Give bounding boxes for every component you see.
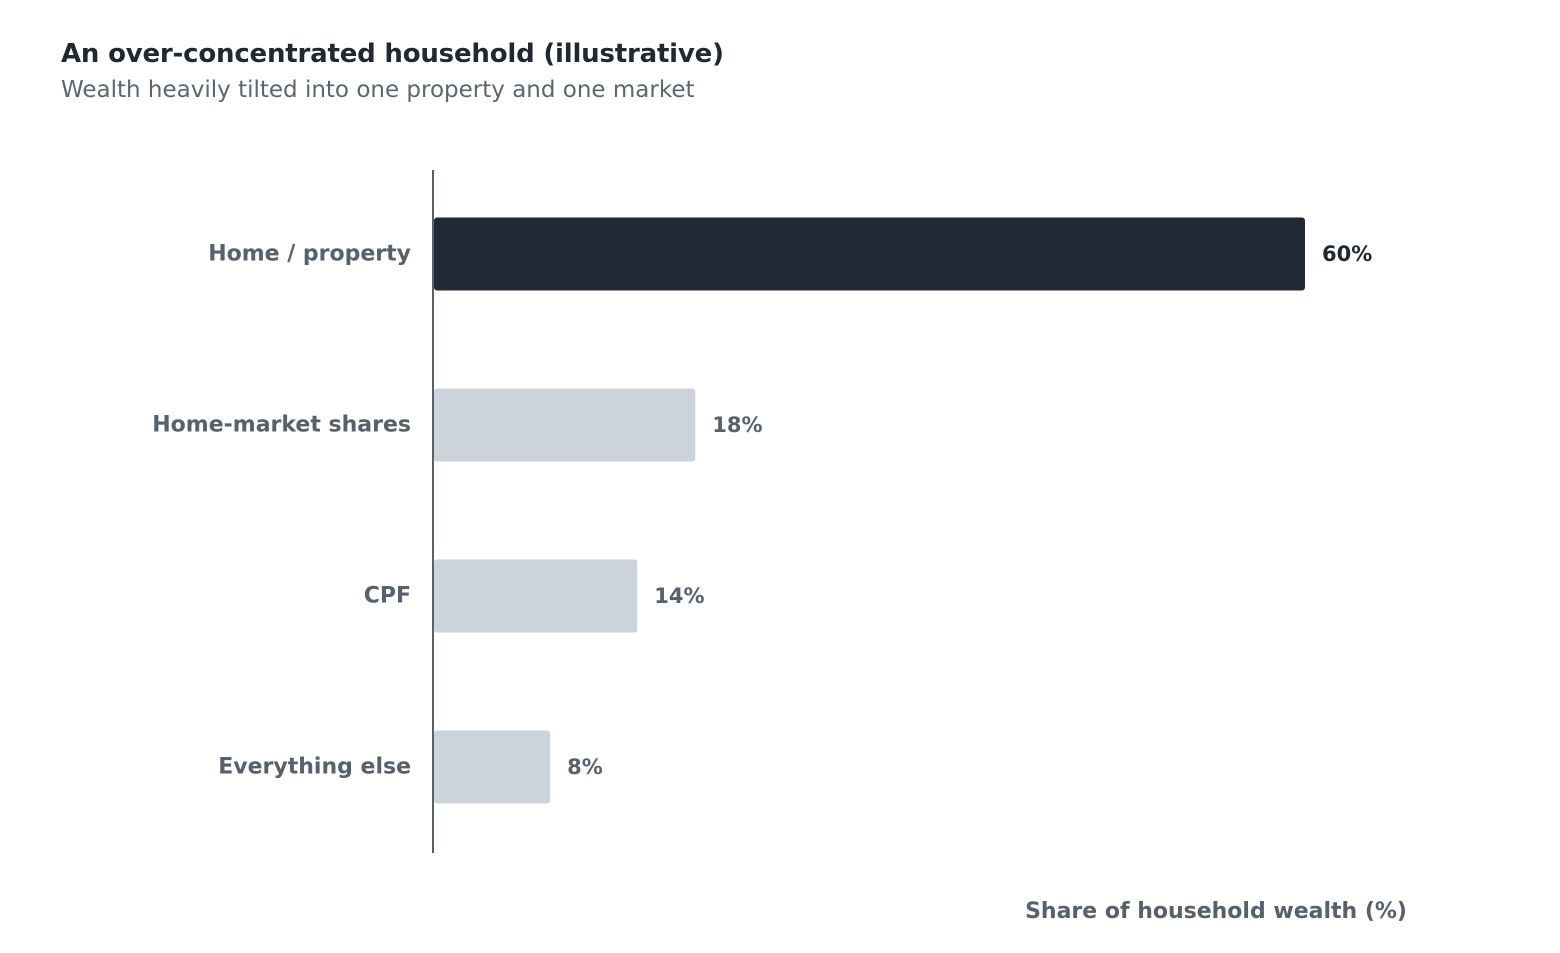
bar-1	[434, 388, 696, 462]
category-label-2: CPF	[364, 584, 411, 609]
x-axis-title: Share of household wealth (%)	[1025, 899, 1407, 924]
category-label-1: Home-market shares	[152, 413, 411, 438]
value-label-2: 14%	[654, 584, 704, 608]
bar-0	[434, 217, 1305, 291]
value-label-1: 18%	[712, 413, 762, 437]
chart-subtitle: Wealth heavily tilted into one property …	[61, 77, 695, 103]
bars-layer: Home / property 60% Home-market shares 18% C…	[152, 217, 1372, 804]
category-label-0: Home / property	[208, 242, 411, 267]
value-label-3: 8%	[567, 755, 603, 779]
value-label-0: 60%	[1322, 242, 1372, 266]
bar-2	[434, 559, 638, 633]
chart-title: An over-concentrated household (illustra…	[61, 39, 724, 69]
category-label-3: Everything else	[218, 755, 411, 780]
bar-3	[434, 730, 551, 804]
chart-header: An over-concentrated household (illustra…	[61, 36, 724, 108]
